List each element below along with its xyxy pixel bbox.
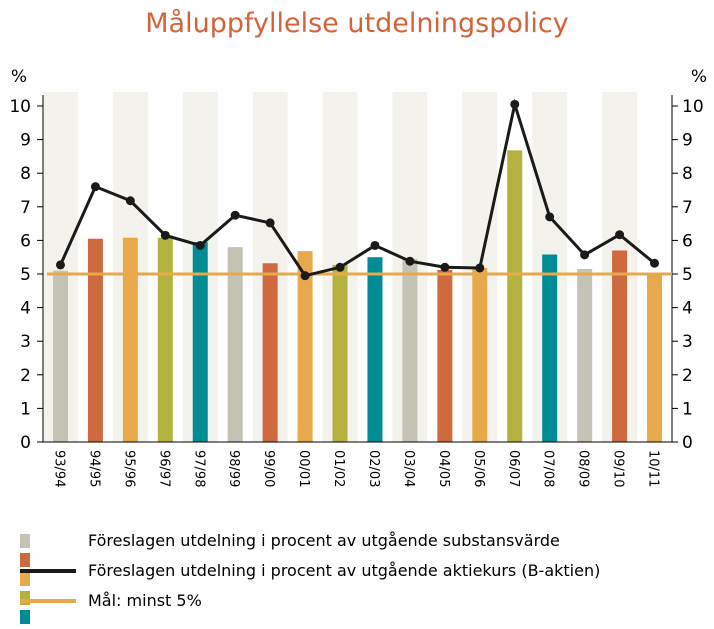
right-tick-label: 6: [682, 231, 693, 251]
line-point: [440, 262, 450, 272]
x-tick-label: 99/00: [261, 450, 276, 487]
bar: [227, 247, 243, 442]
bar: [437, 269, 453, 442]
x-tick-label: 93/94: [51, 450, 66, 487]
bar: [507, 150, 523, 443]
legend-swatch-box: [20, 534, 30, 548]
line-point: [545, 212, 555, 222]
right-tick-label: 1: [682, 399, 693, 419]
x-tick-label: 01/02: [331, 450, 346, 487]
x-tick-label: 09/10: [611, 450, 626, 487]
price-yield-line-group: [55, 98, 660, 281]
x-tick-label: 06/07: [506, 450, 521, 487]
x-tick-label: 00/01: [296, 450, 311, 487]
left-tick-label: 9: [20, 131, 31, 151]
right-tick-label: 0: [682, 433, 693, 453]
bar: [647, 274, 663, 442]
right-tick-label: 7: [682, 198, 693, 218]
chart-title: Måluppfyllelse utdelningspolicy: [145, 8, 569, 39]
x-tick-label: 04/05: [436, 450, 451, 487]
line-point: [650, 258, 660, 268]
x-tick-label: 08/09: [576, 450, 591, 487]
left-tick-label: 5: [20, 265, 31, 285]
x-tick-label: 03/04: [401, 450, 416, 487]
left-y-axis: 0 1 2 3 4 5 6 7 8 9 10: [9, 95, 44, 453]
line-point: [125, 196, 135, 206]
line-point: [615, 230, 625, 240]
line-point: [580, 250, 590, 260]
left-tick-label: 1: [20, 399, 31, 419]
x-tick-label: 95/96: [121, 450, 136, 487]
legend-swatch-boxes: [20, 534, 30, 624]
x-tick-label: 05/06: [471, 450, 486, 487]
bar: [542, 254, 558, 442]
left-axis-unit: %: [11, 67, 27, 87]
legend-swatch-box: [20, 591, 30, 605]
line-point: [265, 218, 275, 228]
bars: [52, 150, 663, 443]
right-tick-label: 4: [682, 299, 693, 319]
bar: [192, 242, 208, 442]
bar: [52, 270, 68, 442]
right-axis-unit: %: [691, 67, 707, 87]
x-tick-label: 02/03: [366, 450, 381, 487]
x-tick-label: 07/08: [541, 450, 556, 487]
bar: [577, 268, 593, 442]
legend-swatch-box: [20, 572, 30, 586]
line-point: [475, 263, 485, 273]
chart-svg: % % 0 1 2 3 4 5 6 7 8 9 10 0 1 2 3 4 5 6 7 8 9 10 93/94 94/95…: [9, 67, 707, 487]
legend-swatch-box: [20, 553, 30, 567]
left-tick-label: 8: [20, 164, 31, 184]
bar: [87, 238, 103, 442]
series-line: [59, 98, 656, 278]
bar: [612, 250, 628, 442]
left-tick-label: 4: [20, 299, 31, 319]
line-point: [405, 256, 415, 266]
left-tick-label: 0: [20, 433, 31, 453]
bar: [122, 237, 138, 442]
x-tick-label: 10/11: [646, 450, 661, 487]
legend-swatch-line: [20, 599, 76, 603]
bar: [367, 257, 383, 442]
left-tick-label: 10: [9, 97, 31, 117]
bar: [262, 263, 278, 442]
right-y-axis: 0 1 2 3 4 5 6 7 8 9 10: [671, 95, 704, 453]
right-tick-label: 5: [682, 265, 693, 285]
bar: [402, 258, 418, 442]
bar: [157, 237, 173, 442]
x-tick-label: 97/98: [191, 450, 206, 487]
line-point: [55, 260, 65, 270]
line-point: [335, 262, 345, 272]
x-axis: 93/94 94/95 95/96 96/97 97/98 98/99 99/00 00/01…: [43, 441, 672, 487]
line-point: [90, 182, 100, 192]
left-tick-label: 7: [20, 198, 31, 218]
right-tick-label: 10: [682, 97, 704, 117]
legend-label: Föreslagen utdelning i procent av utgåen…: [88, 561, 601, 580]
left-tick-label: 6: [20, 231, 31, 251]
x-tick-label: 98/99: [226, 450, 241, 487]
line-point: [370, 240, 380, 250]
legend-swatch-box: [20, 610, 30, 624]
right-tick-label: 3: [682, 332, 693, 352]
line-point: [195, 240, 205, 250]
legend-swatch-line: [20, 569, 76, 573]
right-tick-label: 2: [682, 366, 693, 386]
left-tick-label: 2: [20, 366, 31, 386]
line-point: [300, 271, 310, 281]
x-tick-label: 94/95: [86, 450, 101, 487]
bar: [472, 267, 488, 442]
bar: [332, 264, 348, 442]
bar: [297, 251, 313, 442]
x-tick-label: 96/97: [156, 450, 171, 487]
right-tick-label: 9: [682, 131, 693, 151]
line-point: [510, 99, 520, 109]
right-tick-label: 8: [682, 164, 693, 184]
left-tick-label: 3: [20, 332, 31, 352]
line-point: [160, 230, 170, 240]
line-point: [230, 210, 240, 220]
legend-label: Mål: minst 5%: [88, 591, 202, 610]
legend-label: Föreslagen utdelning i procent av utgåen…: [88, 531, 560, 550]
